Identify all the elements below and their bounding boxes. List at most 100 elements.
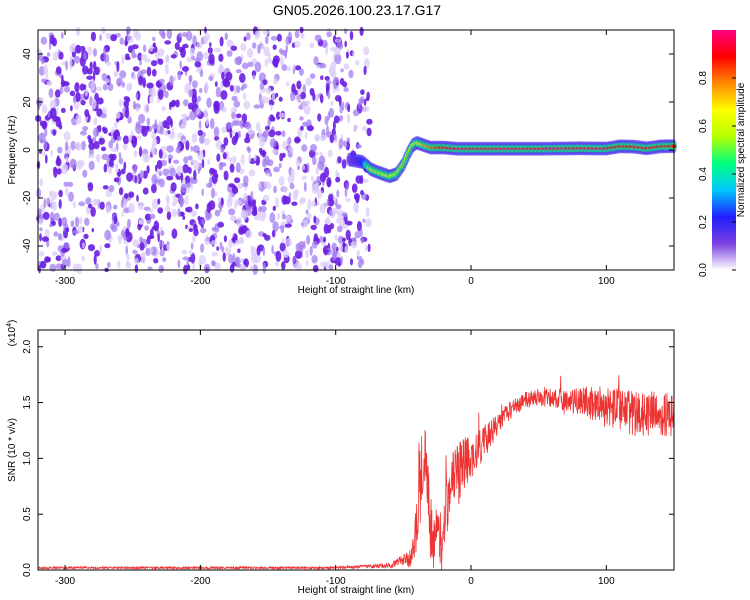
noise-blob xyxy=(264,125,270,131)
noise-blob xyxy=(47,110,51,119)
snr-x-axis-label: Height of straight line (km) xyxy=(298,585,415,596)
noise-blob xyxy=(335,172,340,179)
noise-blob xyxy=(355,194,360,204)
noise-blob xyxy=(208,75,214,82)
noise-blob xyxy=(181,179,186,185)
noise-blob xyxy=(228,208,236,216)
noise-blob xyxy=(214,209,221,217)
colorbar-gradient xyxy=(712,30,736,270)
noise-blob xyxy=(133,258,139,265)
noise-blob xyxy=(182,256,190,261)
noise-blob xyxy=(157,58,164,65)
noise-blob xyxy=(199,134,205,144)
noise-blob xyxy=(275,196,280,208)
noise-blob xyxy=(65,60,68,71)
noise-blob xyxy=(325,216,331,225)
noise-blob xyxy=(161,106,166,112)
noise-blob xyxy=(50,191,58,200)
noise-blob xyxy=(360,89,365,95)
noise-blob xyxy=(82,125,89,132)
noise-blob xyxy=(338,138,344,149)
noise-blob xyxy=(300,33,305,40)
noise-blob xyxy=(239,236,244,243)
noise-blob xyxy=(304,131,308,140)
noise-blob xyxy=(281,64,288,71)
noise-blob xyxy=(75,143,82,151)
noise-blob xyxy=(138,75,144,86)
noise-blob xyxy=(327,149,333,158)
noise-blob xyxy=(103,127,108,134)
noise-blob xyxy=(229,157,233,162)
noise-blob xyxy=(104,243,111,249)
noise-blob xyxy=(55,89,61,98)
noise-blob xyxy=(79,216,83,225)
noise-blob xyxy=(301,175,307,180)
noise-blob xyxy=(118,152,122,159)
noise-blob xyxy=(253,154,257,162)
noise-blob xyxy=(237,248,241,254)
noise-blob xyxy=(266,181,272,190)
noise-blob xyxy=(110,147,118,153)
noise-blob xyxy=(87,154,95,159)
noise-blob xyxy=(149,213,156,219)
noise-blob xyxy=(177,208,181,218)
noise-blob xyxy=(360,228,363,238)
noise-blob xyxy=(44,256,51,263)
noise-blob xyxy=(363,106,370,112)
noise-blob xyxy=(277,212,280,220)
noise-blob xyxy=(169,101,172,111)
noise-blob xyxy=(184,195,189,206)
noise-blob xyxy=(204,236,211,246)
noise-blob xyxy=(248,153,252,163)
noise-blob xyxy=(326,31,332,38)
noise-blob xyxy=(294,65,302,71)
noise-blob xyxy=(201,158,205,169)
noise-blob xyxy=(337,156,342,164)
noise-blob xyxy=(226,39,234,48)
noise-blob xyxy=(331,207,339,215)
noise-blob xyxy=(243,100,251,110)
noise-blob xyxy=(46,80,53,87)
noise-blob xyxy=(135,93,139,99)
noise-blob xyxy=(143,157,150,163)
noise-blob xyxy=(201,218,205,226)
noise-blob xyxy=(295,94,301,102)
noise-blob xyxy=(345,229,351,241)
noise-blob xyxy=(50,149,53,157)
noise-blob xyxy=(130,130,134,137)
noise-blob xyxy=(331,128,336,136)
noise-blob xyxy=(324,43,327,48)
noise-blob xyxy=(233,84,237,95)
noise-blob xyxy=(186,182,192,188)
noise-blob xyxy=(53,166,58,178)
noise-blob xyxy=(225,246,229,251)
noise-blob xyxy=(218,63,224,74)
noise-blob xyxy=(256,246,261,256)
noise-blob xyxy=(248,169,256,177)
noise-blob xyxy=(274,131,282,136)
noise-blob xyxy=(340,68,344,73)
noise-blob xyxy=(279,242,286,252)
noise-blob xyxy=(155,164,158,172)
noise-blob xyxy=(209,42,212,47)
noise-blob xyxy=(45,154,48,164)
noise-blob xyxy=(157,48,165,57)
noise-blob xyxy=(186,264,191,271)
noise-blob xyxy=(302,84,307,94)
noise-blob xyxy=(271,229,276,238)
noise-blob xyxy=(85,197,92,205)
snr-panel: -300 -200 -100 0 100 0.0 0.5 1.0 1.5 2.0 Height … xyxy=(6,320,675,596)
noise-blob xyxy=(100,113,107,119)
noise-blob xyxy=(41,236,50,242)
noise-blob xyxy=(158,265,164,273)
noise-blob xyxy=(137,223,142,231)
noise-blob xyxy=(273,185,277,194)
noise-blob xyxy=(238,226,245,235)
noise-blob xyxy=(70,140,76,151)
noise-blob xyxy=(299,116,304,121)
noise-blob xyxy=(306,235,311,245)
noise-blob xyxy=(149,96,154,104)
noise-blob xyxy=(161,31,166,40)
noise-blob xyxy=(36,48,42,54)
noise-blob xyxy=(82,169,88,178)
